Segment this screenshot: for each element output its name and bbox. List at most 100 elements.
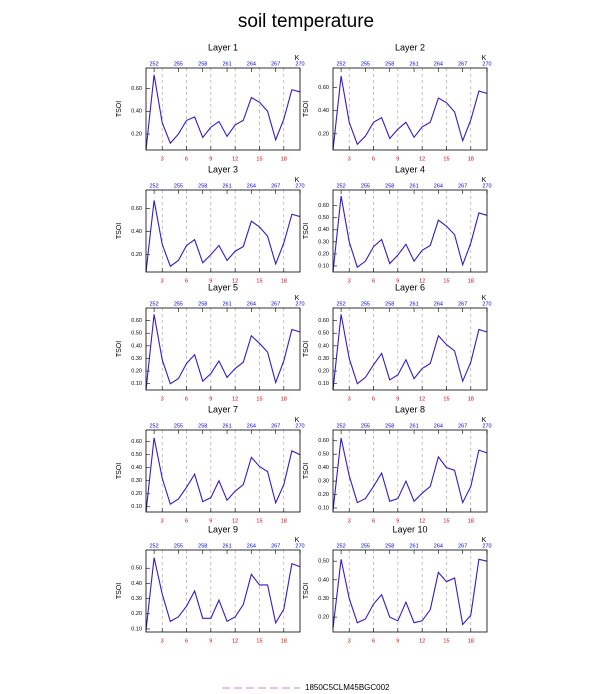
x2-tick-label: 258: [385, 301, 394, 307]
y-axis-label: TSOI: [116, 101, 123, 117]
x2-tick-label: 270: [295, 61, 304, 67]
x2-tick-label: 270: [482, 423, 491, 429]
y-axis-label: TSOI: [303, 223, 310, 239]
panel-title: Layer 10: [392, 524, 427, 534]
x-tick-label: 3: [348, 518, 351, 524]
y-tick-label: 0.20: [131, 132, 142, 138]
y-tick-label: 0.30: [318, 239, 329, 245]
x2-tick-label: 261: [409, 543, 418, 549]
x2-axis-label: K: [482, 55, 487, 62]
x-tick-label: 6: [185, 518, 188, 524]
y-tick-label: 0.40: [131, 581, 142, 587]
x-tick-label: 3: [161, 518, 164, 524]
data-line: [332, 75, 488, 151]
x2-tick-label: 270: [482, 61, 491, 67]
x-tick-label: 15: [256, 396, 262, 402]
x2-axis-label: K: [295, 537, 300, 544]
x2-axis-label: K: [295, 55, 300, 62]
y-axis-label: TSOI: [116, 463, 123, 479]
x-tick-label: 12: [419, 518, 425, 524]
x2-tick-label: 258: [385, 183, 394, 189]
x2-tick-label: 252: [150, 61, 159, 67]
panel-title: Layer 8: [395, 404, 425, 414]
y-tick-label: 0.20: [318, 615, 329, 621]
x-tick-label: 6: [372, 518, 375, 524]
y-tick-label: 0.60: [131, 206, 142, 212]
panel-title: Layer 2: [395, 42, 425, 52]
x2-tick-label: 255: [361, 423, 370, 429]
x-tick-label: 6: [372, 156, 375, 162]
plot-frame: [145, 307, 301, 391]
x-tick-label: 9: [209, 396, 212, 402]
y-axis-label: TSOI: [303, 463, 310, 479]
y-tick-label: 0.50: [318, 215, 329, 221]
x2-tick-label: 261: [409, 183, 418, 189]
x2-tick-label: 261: [409, 61, 418, 67]
x-tick-label: 18: [281, 278, 287, 284]
x2-tick-label: 264: [434, 423, 443, 429]
x-tick-label: 18: [281, 518, 287, 524]
x-tick-label: 15: [443, 518, 449, 524]
y-tick-label: 0.30: [318, 479, 329, 485]
x2-tick-label: 267: [458, 301, 467, 307]
y-axis-label: TSOI: [116, 583, 123, 599]
x2-tick-label: 264: [247, 183, 256, 189]
x-tick-label: 15: [443, 278, 449, 284]
x2-tick-label: 252: [150, 183, 159, 189]
x2-tick-label: 255: [361, 183, 370, 189]
x2-tick-label: 264: [434, 61, 443, 67]
y-tick-label: 0.20: [318, 131, 329, 137]
x2-axis-label: K: [295, 417, 300, 424]
x2-axis-label: K: [482, 417, 487, 424]
x-tick-label: 12: [419, 156, 425, 162]
x-tick-label: 9: [396, 156, 399, 162]
x-tick-label: 18: [468, 396, 474, 402]
x2-axis-label: K: [295, 177, 300, 184]
y-tick-label: 0.60: [318, 318, 329, 324]
x2-tick-label: 252: [337, 183, 346, 189]
y-tick-label: 0.60: [131, 439, 142, 445]
x2-tick-label: 264: [434, 301, 443, 307]
x2-tick-label: 270: [295, 423, 304, 429]
panel-title: Layer 9: [208, 524, 238, 534]
y-tick-label: 0.50: [318, 452, 329, 458]
x-tick-label: 3: [348, 396, 351, 402]
panel-title: Layer 3: [208, 164, 238, 174]
x2-tick-label: 270: [295, 543, 304, 549]
y-tick-label: 0.50: [131, 566, 142, 572]
plot-frame: [332, 189, 488, 273]
x-tick-label: 3: [161, 638, 164, 644]
y-tick-label: 0.10: [318, 263, 329, 269]
y-tick-label: 0.40: [131, 465, 142, 471]
x2-tick-label: 252: [150, 423, 159, 429]
x2-tick-label: 261: [222, 183, 231, 189]
x-tick-label: 12: [232, 396, 238, 402]
x-tick-label: 6: [185, 396, 188, 402]
x2-tick-label: 252: [337, 61, 346, 67]
y-tick-label: 0.50: [318, 559, 329, 565]
plot-frame: [332, 67, 488, 151]
x-tick-label: 12: [419, 278, 425, 284]
x2-tick-label: 258: [385, 61, 394, 67]
y-axis-label: TSOI: [116, 223, 123, 239]
y-tick-label: 0.40: [131, 109, 142, 115]
x-tick-label: 3: [348, 156, 351, 162]
panel-title: Layer 7: [208, 404, 238, 414]
x2-tick-label: 267: [271, 183, 280, 189]
x2-tick-label: 252: [337, 543, 346, 549]
x2-tick-label: 255: [361, 301, 370, 307]
plot-frame: [332, 429, 488, 513]
y-tick-label: 0.40: [131, 343, 142, 349]
panel-title: Layer 1: [208, 42, 238, 52]
y-tick-label: 0.20: [318, 369, 329, 375]
x-tick-label: 9: [396, 278, 399, 284]
y-tick-label: 0.40: [318, 227, 329, 233]
y-axis-label: TSOI: [303, 101, 310, 117]
x2-tick-label: 255: [174, 61, 183, 67]
figure-title: soil temperature: [238, 11, 374, 32]
x-tick-label: 6: [185, 156, 188, 162]
y-tick-label: 0.40: [318, 108, 329, 114]
data-line: [145, 557, 301, 631]
y-tick-label: 0.30: [131, 596, 142, 602]
